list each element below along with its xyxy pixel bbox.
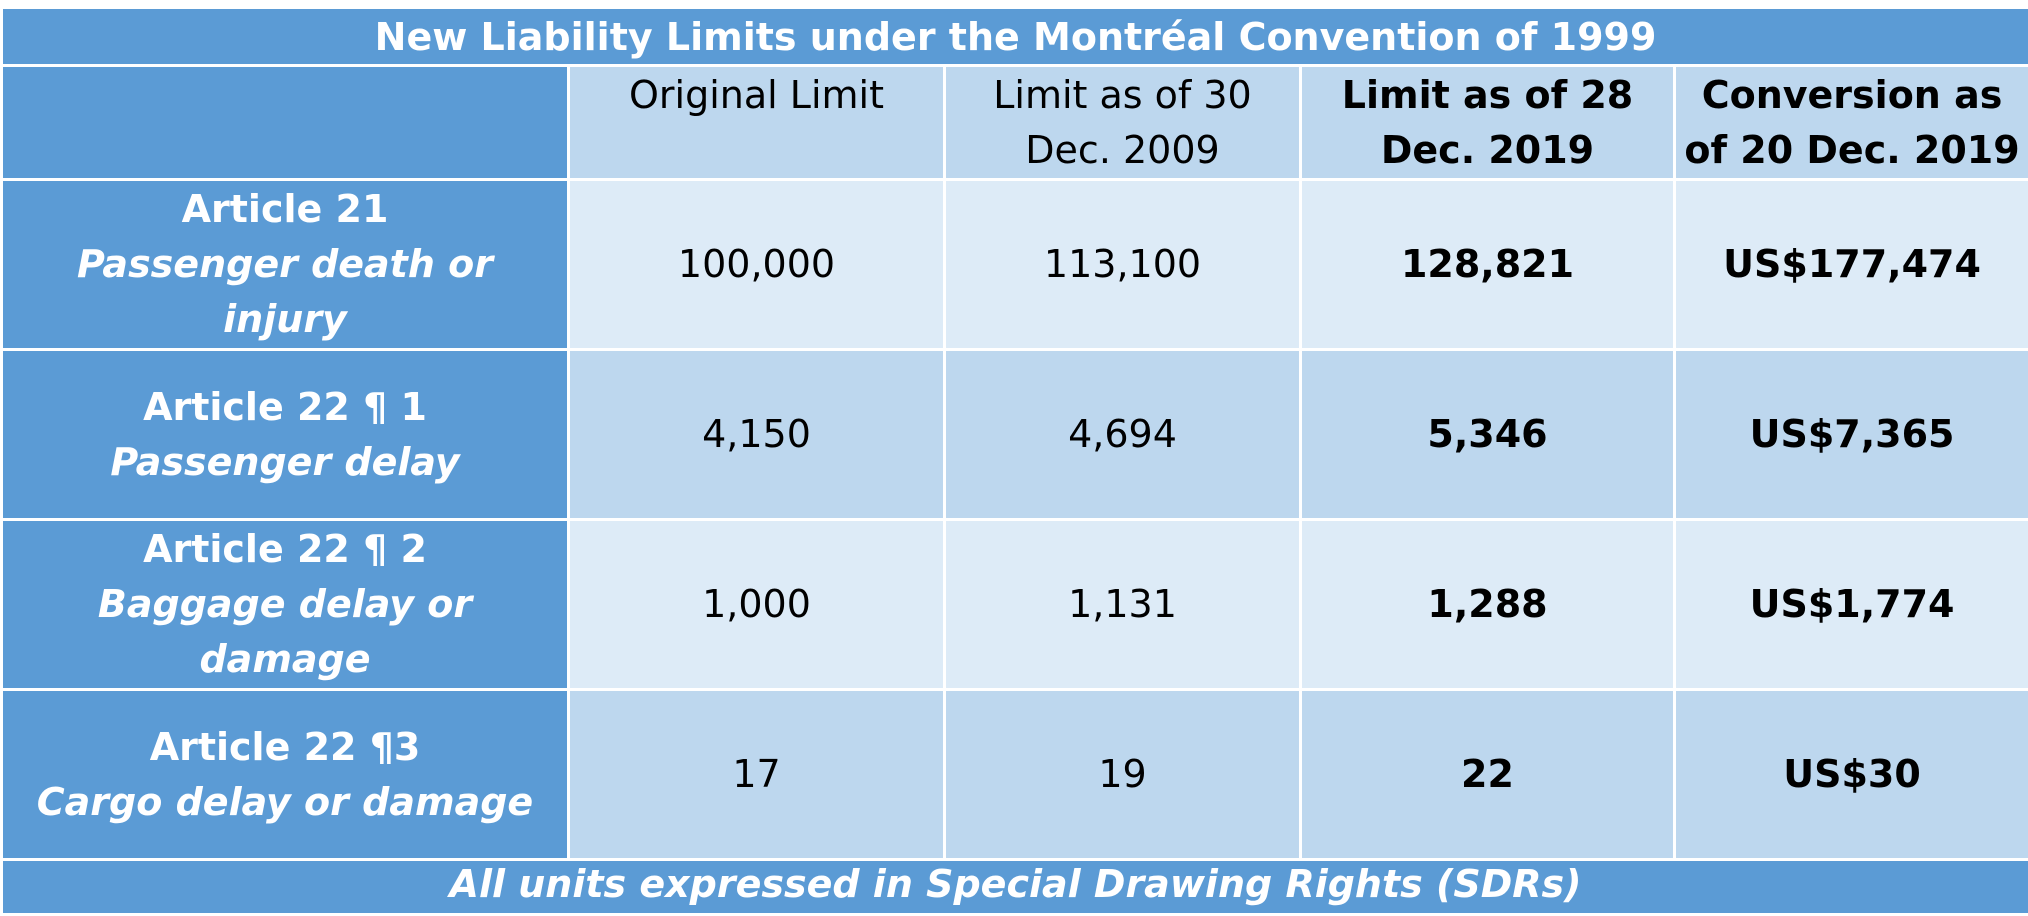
header-conversion-line2: of 20 Dec. 2019	[1684, 128, 2019, 172]
article-label: Article 21	[9, 182, 561, 237]
header-limit-2009-line2: Dec. 2009	[1025, 128, 1219, 172]
header-limit-2019: Limit as of 28 Dec. 2019	[1301, 66, 1675, 180]
header-original-limit: Original Limit	[569, 66, 945, 180]
limit-2009-cell: 1,131	[945, 520, 1301, 690]
row-label-article-22-3: Article 22 ¶3 Cargo delay or damage	[2, 690, 569, 860]
original-limit-cell: 17	[569, 690, 945, 860]
header-blank-cell	[2, 66, 569, 180]
header-conversion-line1: Conversion as	[1702, 73, 2003, 117]
header-limit-2019-line2: Dec. 2019	[1381, 128, 1594, 172]
article-description: Passenger delay	[9, 435, 561, 490]
article-label: Article 22 ¶ 2	[9, 522, 561, 577]
table-footer-note: All units expressed in Special Drawing R…	[2, 860, 2028, 915]
table-row: Article 22 ¶ 1 Passenger delay 4,150 4,6…	[2, 350, 2028, 520]
table-title: New Liability Limits under the Montréal …	[2, 8, 2028, 66]
liability-limits-table: New Liability Limits under the Montréal …	[0, 6, 2028, 916]
row-label-article-22-2: Article 22 ¶ 2 Baggage delay or damage	[2, 520, 569, 690]
article-description: Passenger death or injury	[9, 237, 561, 347]
footer-row: All units expressed in Special Drawing R…	[2, 860, 2028, 915]
header-original-limit-text: Original Limit	[629, 73, 884, 117]
article-description: Baggage delay or damage	[9, 577, 561, 687]
conversion-cell: US$30	[1675, 690, 2028, 860]
original-limit-cell: 100,000	[569, 180, 945, 350]
article-label: Article 22 ¶ 1	[9, 380, 561, 435]
header-row: Original Limit Limit as of 30 Dec. 2009 L…	[2, 66, 2028, 180]
header-conversion: Conversion as of 20 Dec. 2019	[1675, 66, 2028, 180]
limit-2019-cell: 1,288	[1301, 520, 1675, 690]
table-row: Article 21 Passenger death or injury 100…	[2, 180, 2028, 350]
row-label-article-21: Article 21 Passenger death or injury	[2, 180, 569, 350]
article-label: Article 22 ¶3	[9, 720, 561, 775]
title-row: New Liability Limits under the Montréal …	[2, 8, 2028, 66]
limit-2009-cell: 4,694	[945, 350, 1301, 520]
header-limit-2009-line1: Limit as of 30	[993, 73, 1252, 117]
table-row: Article 22 ¶3 Cargo delay or damage 17 1…	[2, 690, 2028, 860]
table-row: Article 22 ¶ 2 Baggage delay or damage 1…	[2, 520, 2028, 690]
conversion-cell: US$7,365	[1675, 350, 2028, 520]
conversion-cell: US$1,774	[1675, 520, 2028, 690]
limit-2009-cell: 19	[945, 690, 1301, 860]
limit-2019-cell: 128,821	[1301, 180, 1675, 350]
original-limit-cell: 4,150	[569, 350, 945, 520]
limit-2009-cell: 113,100	[945, 180, 1301, 350]
limit-2019-cell: 22	[1301, 690, 1675, 860]
row-label-article-22-1: Article 22 ¶ 1 Passenger delay	[2, 350, 569, 520]
article-description: Cargo delay or damage	[9, 775, 561, 830]
header-limit-2009: Limit as of 30 Dec. 2009	[945, 66, 1301, 180]
original-limit-cell: 1,000	[569, 520, 945, 690]
conversion-cell: US$177,474	[1675, 180, 2028, 350]
header-limit-2019-line1: Limit as of 28	[1342, 73, 1634, 117]
limit-2019-cell: 5,346	[1301, 350, 1675, 520]
